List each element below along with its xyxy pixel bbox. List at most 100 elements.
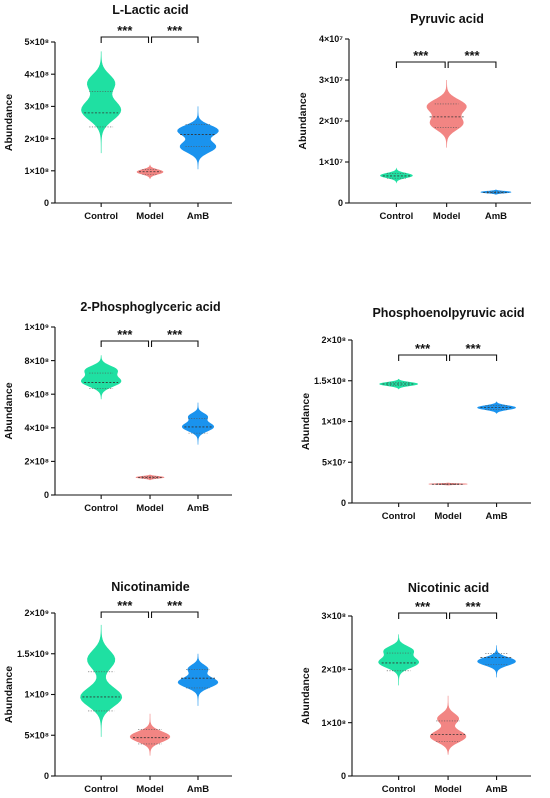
significance-bracket <box>449 612 498 619</box>
panel-phosphoenolpyruvic-acid: Phosphoenolpyruvic acid Abundance 0 5×10⁷ 1×… <box>300 306 531 522</box>
y-tick-label: 2×10⁹ <box>24 608 49 618</box>
y-tick-label: 0 <box>338 198 343 208</box>
y-tick-label: 3×10⁷ <box>319 75 343 85</box>
x-tick-label: AmB <box>187 211 209 222</box>
y-tick-label: 1×10⁷ <box>319 157 343 167</box>
x-tick-label: AmB <box>485 784 507 795</box>
y-tick-label: 4×10⁸ <box>24 423 49 433</box>
chart-title: Nicotinic acid <box>408 581 489 595</box>
y-axis-label: Abundance <box>3 94 15 151</box>
violin-model <box>429 695 467 755</box>
panel-l-lactic-acid: L-Lactic acid Abundance 0 1×10⁸ 2×10⁸ 3×10⁸ 4×… <box>3 3 232 222</box>
significance-label: *** <box>167 598 183 613</box>
x-tick-label: Model <box>433 211 460 222</box>
significance-bracket <box>100 36 150 43</box>
y-tick-label: 1.5×10⁸ <box>314 376 346 386</box>
y-tick-label: 3×10⁸ <box>321 611 346 621</box>
violin-amb <box>177 653 219 706</box>
y-tick-label: 5×10⁸ <box>24 730 49 740</box>
x-tick-label: Control <box>382 511 416 522</box>
x-tick-label: Control <box>84 211 118 222</box>
y-axis-label: Abundance <box>3 666 15 723</box>
x-tick-label: Model <box>136 211 163 222</box>
violin-control <box>380 167 413 184</box>
chart-title: Pyruvic acid <box>410 12 484 26</box>
x-tick-label: AmB <box>187 784 209 795</box>
panel-pyruvic-acid: Pyruvic acid Abundance 0 1×10⁷ 2×10⁷ 3×10⁷ 4×1… <box>297 12 531 222</box>
y-tick-label: 1×10⁸ <box>24 166 49 176</box>
violin-control <box>81 51 122 154</box>
panel-nicotinic-acid: Nicotinic acid Abundance 0 1×10⁸ 2×10⁸ 3×10⁸ C… <box>300 581 531 795</box>
y-axis-label: Abundance <box>300 667 312 724</box>
significance-bracket <box>449 354 498 361</box>
y-tick-label: 1.5×10⁹ <box>17 649 49 659</box>
y-axis-label: Abundance <box>3 382 15 439</box>
significance-bracket <box>150 611 199 618</box>
significance-bracket <box>398 612 448 619</box>
panel-2-phosphoglyceric-acid: 2-Phosphoglyceric acid Abundance 0 2×10⁸ 4×1… <box>3 300 232 514</box>
significance-label: *** <box>465 341 481 356</box>
significance-label: *** <box>415 341 431 356</box>
x-tick-label: Control <box>84 784 118 795</box>
significance-label: *** <box>413 48 429 63</box>
violin-control <box>80 624 123 737</box>
significance-label: *** <box>465 599 481 614</box>
y-tick-label: 2×10⁸ <box>321 665 346 675</box>
y-tick-label: 1×10⁸ <box>321 718 346 728</box>
y-tick-label: 5×10⁸ <box>24 37 49 47</box>
chart-title: L-Lactic acid <box>112 3 188 17</box>
x-tick-label: Control <box>84 503 118 514</box>
x-tick-label: AmB <box>187 503 209 514</box>
significance-label: *** <box>117 23 133 38</box>
y-tick-label: 0 <box>44 771 49 781</box>
x-tick-label: AmB <box>485 211 507 222</box>
significance-bracket <box>150 36 199 43</box>
significance-bracket <box>395 61 446 68</box>
y-tick-label: 2×10⁸ <box>24 457 49 467</box>
violin-amb <box>181 402 215 445</box>
chart-title: Nicotinamide <box>111 580 190 594</box>
violin-control <box>81 355 122 400</box>
y-tick-label: 2×10⁷ <box>319 116 343 126</box>
chart-title: Phosphoenolpyruvic acid <box>372 306 524 320</box>
significance-bracket <box>447 61 497 68</box>
y-tick-label: 4×10⁸ <box>24 69 49 79</box>
y-tick-label: 1×10⁹ <box>24 322 49 332</box>
significance-bracket <box>398 354 448 361</box>
violin-amb <box>177 106 219 170</box>
y-tick-label: 2×10⁸ <box>321 335 346 345</box>
significance-label: *** <box>415 599 431 614</box>
y-tick-label: 5×10⁷ <box>322 457 346 467</box>
violin-amb <box>477 645 516 678</box>
y-tick-label: 3×10⁸ <box>24 102 49 112</box>
y-axis-label: Abundance <box>297 92 309 149</box>
chart-title: 2-Phosphoglyceric acid <box>80 300 220 314</box>
x-tick-label: Model <box>434 511 461 522</box>
violin-model <box>129 713 171 756</box>
violin-model <box>426 79 467 148</box>
y-tick-label: 1×10⁸ <box>321 417 346 427</box>
y-tick-label: 4×10⁷ <box>319 34 343 44</box>
y-axis-label: Abundance <box>300 393 312 450</box>
x-tick-label: Control <box>382 784 416 795</box>
y-tick-label: 1×10⁹ <box>24 690 49 700</box>
y-tick-label: 0 <box>341 771 346 781</box>
significance-bracket <box>100 611 150 618</box>
x-tick-label: Model <box>434 784 461 795</box>
x-tick-label: Model <box>136 784 163 795</box>
significance-label: *** <box>167 23 183 38</box>
y-tick-label: 0 <box>44 490 49 500</box>
significance-bracket <box>150 340 199 347</box>
panel-nicotinamide: Nicotinamide Abundance 0 5×10⁸ 1×10⁹ 1.5×10⁹ 2… <box>3 580 232 795</box>
significance-label: *** <box>117 327 133 342</box>
significance-bracket <box>100 340 150 347</box>
y-tick-label: 0 <box>341 498 346 508</box>
significance-label: *** <box>167 327 183 342</box>
x-tick-label: Model <box>136 503 163 514</box>
y-tick-label: 6×10⁸ <box>24 389 49 399</box>
y-tick-label: 2×10⁸ <box>24 134 49 144</box>
significance-label: *** <box>117 598 133 613</box>
significance-label: *** <box>464 48 480 63</box>
y-tick-label: 8×10⁸ <box>24 356 49 366</box>
